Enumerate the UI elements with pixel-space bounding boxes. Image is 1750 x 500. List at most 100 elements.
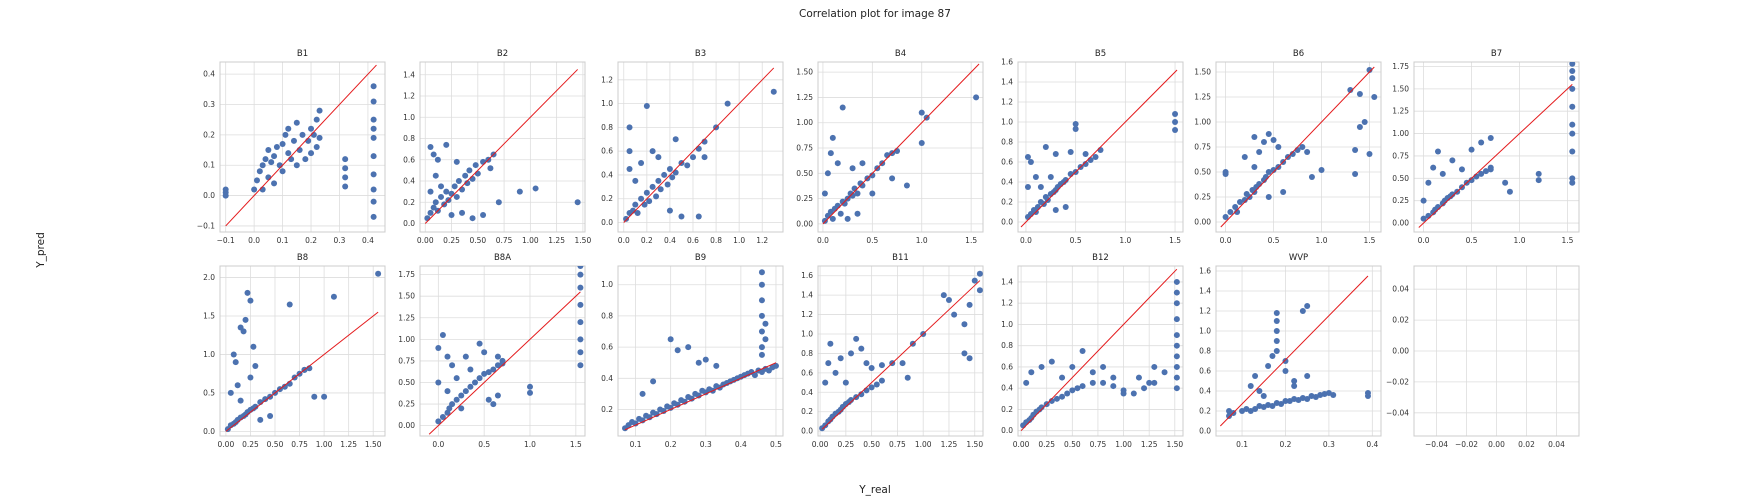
y-tick-label: 0.02 bbox=[1392, 316, 1409, 325]
scatter-point bbox=[1024, 184, 1031, 190]
scatter-point bbox=[1420, 215, 1427, 222]
scatter-point bbox=[1072, 121, 1079, 127]
scatter-point bbox=[1569, 175, 1576, 182]
scatter-point bbox=[1042, 144, 1049, 150]
figure-title: Correlation plot for image 87 bbox=[799, 8, 951, 20]
scatter-point bbox=[370, 83, 377, 90]
scatter-point bbox=[758, 312, 765, 319]
scatter-point bbox=[370, 98, 377, 105]
y-tick-label: 0.75 bbox=[1392, 151, 1409, 160]
x-tick-label: 0.0 bbox=[248, 236, 260, 245]
scatter-point bbox=[1482, 168, 1489, 175]
y-tick-label: 0.8 bbox=[403, 134, 415, 143]
y-tick-label: 1.00 bbox=[1392, 129, 1409, 138]
scatter-point bbox=[1430, 164, 1437, 171]
scatter-point bbox=[1356, 124, 1363, 130]
scatter-point bbox=[713, 362, 720, 369]
scatter-point bbox=[903, 182, 910, 189]
scatter-point bbox=[966, 301, 973, 308]
fit-line bbox=[428, 291, 581, 435]
y-tick-label: 1.0 bbox=[203, 350, 215, 359]
x-tick-label: 0.25 bbox=[837, 440, 854, 449]
scatter-point bbox=[1347, 87, 1354, 93]
scatter-point bbox=[758, 344, 765, 351]
scatter-point bbox=[832, 369, 839, 376]
y-tick-label: 0.8 bbox=[1001, 341, 1013, 350]
scatter-point bbox=[1273, 318, 1280, 324]
scatter-point bbox=[485, 369, 492, 376]
scatter-point bbox=[878, 362, 885, 369]
scatter-point bbox=[1052, 207, 1059, 213]
scatter-point bbox=[370, 198, 377, 205]
scatter-point bbox=[577, 349, 584, 356]
scatter-point bbox=[827, 340, 834, 347]
scatter-point bbox=[1062, 177, 1069, 183]
y-tick-label: 1.0 bbox=[403, 113, 415, 122]
scatter-point bbox=[240, 328, 247, 335]
fit-line bbox=[1020, 69, 1178, 228]
panel-marks bbox=[224, 270, 382, 433]
panel-title: B4 bbox=[895, 49, 906, 59]
scatter-point bbox=[751, 372, 758, 379]
scatter-point bbox=[290, 137, 297, 144]
scatter-point bbox=[1280, 189, 1287, 195]
x-tick-label: 1.0 bbox=[524, 440, 536, 449]
scatter-point bbox=[824, 170, 831, 177]
fit-line bbox=[225, 311, 379, 432]
scatter-point bbox=[313, 144, 320, 150]
scatter-point bbox=[951, 311, 958, 318]
panel-b8: 0.00 0.25 0.50 0.75 1.00 1.25 1.50 0.0 0.5 1.0 1.5… bbox=[203, 253, 386, 449]
scatter-point bbox=[1569, 103, 1576, 110]
panel-frame bbox=[419, 61, 586, 233]
scatter-point bbox=[281, 383, 288, 390]
scatter-point bbox=[626, 165, 633, 172]
panel-title: B6 bbox=[1293, 49, 1304, 59]
y-tick-label: 0.4 bbox=[1001, 384, 1013, 393]
fit-line bbox=[1418, 84, 1573, 228]
scatter-point bbox=[1151, 379, 1158, 386]
y-tick-label: 1.0 bbox=[801, 330, 813, 339]
y-tick-label: 0.2 bbox=[1199, 407, 1211, 416]
scatter-point bbox=[623, 215, 630, 222]
scatter-point bbox=[1535, 177, 1542, 184]
scatter-point bbox=[848, 350, 854, 357]
scatter-point bbox=[966, 355, 973, 362]
x-tick-label: 1.00 bbox=[522, 236, 539, 245]
scatter-point bbox=[490, 366, 497, 373]
x-tick-label: 0.0 bbox=[432, 440, 444, 449]
scatter-point bbox=[678, 213, 685, 220]
scatter-point bbox=[690, 154, 696, 161]
x-tick-label: 0.5 bbox=[478, 440, 490, 449]
scatter-point bbox=[476, 375, 483, 382]
y-tick-label: 0.1 bbox=[203, 161, 215, 170]
scatter-point bbox=[469, 175, 476, 182]
panel-b3: 0.0 0.2 0.4 0.6 0.8 1.0 1.2 0.0 0.2 0.4 0.6 0.8 1.0 1… bbox=[601, 49, 784, 245]
x-tick-label: 0.25 bbox=[1038, 440, 1055, 449]
scatter-point bbox=[1366, 151, 1373, 157]
panel-b9: 0.1 0.2 0.3 0.4 0.5 0.2 0.4 0.6 0.8 1.0 B9 bbox=[601, 253, 784, 449]
scatter-point bbox=[273, 144, 280, 150]
scatter-point bbox=[1100, 363, 1107, 370]
scatter-point bbox=[1304, 149, 1311, 155]
y-tick-label: 1.4 bbox=[403, 70, 415, 79]
x-tick-label: 1.5 bbox=[1169, 236, 1181, 245]
scatter-point bbox=[664, 181, 671, 188]
x-tick-label: 0.1 bbox=[1236, 440, 1248, 449]
y-tick-label: 1.00 bbox=[1194, 118, 1211, 127]
x-tick-label: 1.0 bbox=[916, 236, 928, 245]
scatter-point bbox=[827, 150, 834, 157]
scatter-point bbox=[308, 125, 315, 132]
panel-frame bbox=[1017, 265, 1184, 437]
scatter-point bbox=[262, 156, 269, 163]
panel-frame bbox=[817, 61, 984, 233]
scatter-point bbox=[1569, 85, 1576, 92]
scatter-point bbox=[1361, 119, 1368, 125]
scatter-point bbox=[430, 204, 437, 211]
x-tick-label: 0.0 bbox=[1418, 236, 1430, 245]
scatter-point bbox=[459, 186, 466, 193]
x-tick-label: 1.50 bbox=[966, 440, 983, 449]
scatter-point bbox=[1034, 204, 1041, 210]
scatter-point bbox=[1072, 126, 1079, 132]
scatter-point bbox=[1282, 358, 1289, 364]
scatter-point bbox=[427, 188, 434, 195]
